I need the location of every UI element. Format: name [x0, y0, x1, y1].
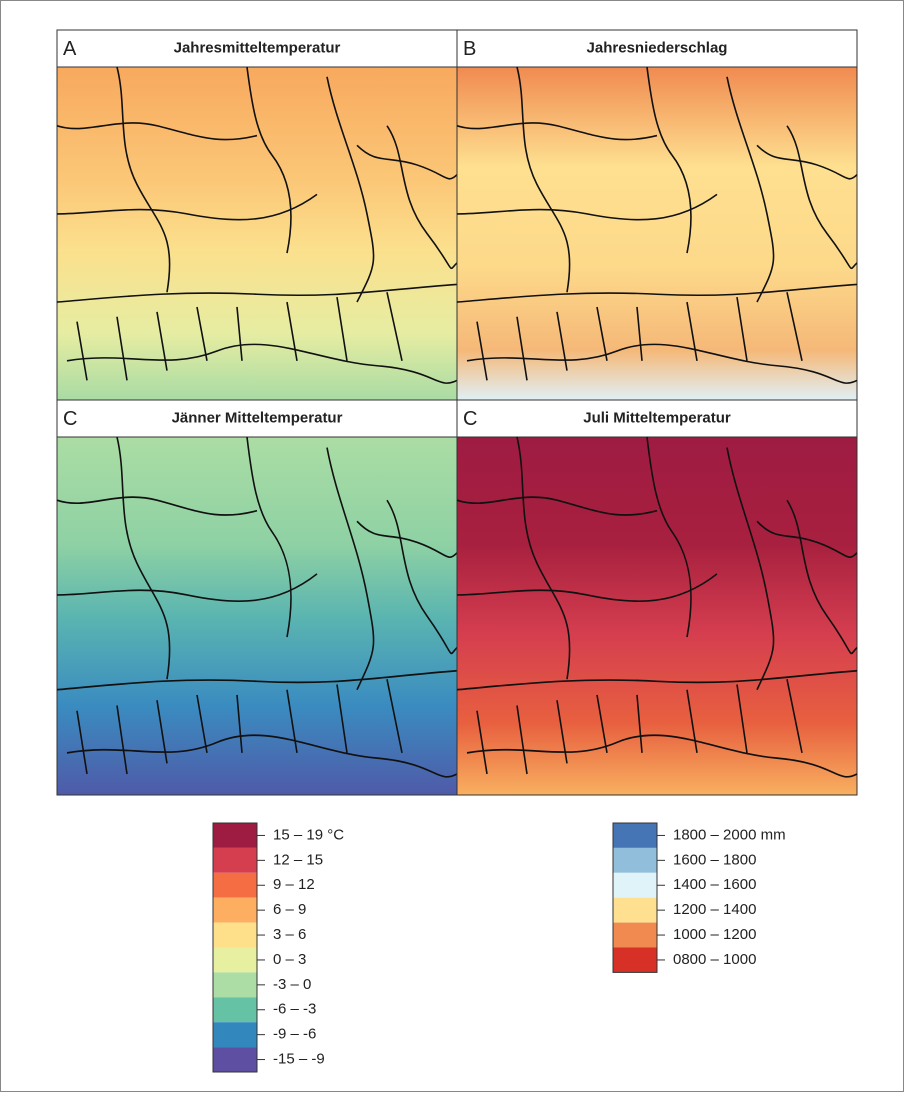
panel-letter: A: [63, 38, 77, 60]
legend-swatch: [613, 948, 657, 973]
legend-swatch: [213, 898, 257, 923]
panel-letter: B: [463, 38, 476, 60]
legend-label: 12 – 15: [273, 851, 323, 868]
legend-label: 15 – 19 °C: [273, 826, 344, 843]
legend-label: -3 – 0: [273, 976, 311, 993]
panel-letter: C: [463, 408, 477, 430]
figure: A Jahresmitteltemperatur B Jahresniederschl…: [0, 0, 904, 1092]
legend-swatch: [213, 823, 257, 848]
legend-label: 1200 – 1400: [673, 901, 756, 918]
map-raster: [457, 437, 857, 795]
legend-swatch: [213, 873, 257, 898]
legend-label: -15 – -9: [273, 1051, 325, 1068]
legend-swatch: [613, 898, 657, 923]
legend-swatch: [213, 1022, 257, 1047]
legend-label: 3 – 6: [273, 926, 306, 943]
legend-label: 1000 – 1200: [673, 926, 756, 943]
panel-title: Juli Mitteltemperatur: [583, 409, 731, 426]
legend-label: 6 – 9: [273, 901, 306, 918]
legend-swatch: [213, 848, 257, 873]
legend-label: 1800 – 2000 mm: [673, 826, 786, 843]
legend-swatch: [613, 873, 657, 898]
panel-title: Jahresmitteltemperatur: [174, 39, 341, 56]
legend-label: 1400 – 1600: [673, 876, 756, 893]
legend-swatch: [613, 823, 657, 848]
legend-swatch: [213, 1047, 257, 1072]
map-raster: [57, 67, 457, 400]
legend-label: -9 – -6: [273, 1026, 316, 1043]
panel-title: Jahresniederschlag: [587, 39, 728, 56]
panel-title: Jänner Mitteltemperatur: [172, 409, 343, 426]
map-raster: [57, 437, 457, 795]
legend-swatch: [213, 997, 257, 1022]
legend-label: 9 – 12: [273, 876, 315, 893]
panel-grid: A Jahresmitteltemperatur B Jahresniederschl…: [57, 30, 857, 795]
legend-swatch: [213, 923, 257, 948]
legend-label: 1600 – 1800: [673, 851, 756, 868]
legend-label: 0800 – 1000: [673, 951, 756, 968]
legend-swatch: [613, 848, 657, 873]
legend-swatch: [613, 923, 657, 948]
legend-swatch: [213, 948, 257, 973]
panel-letter: C: [63, 408, 77, 430]
legend-label: -6 – -3: [273, 1001, 316, 1018]
legend-swatch: [213, 972, 257, 997]
legend-label: 0 – 3: [273, 951, 306, 968]
map-raster: [457, 67, 857, 400]
